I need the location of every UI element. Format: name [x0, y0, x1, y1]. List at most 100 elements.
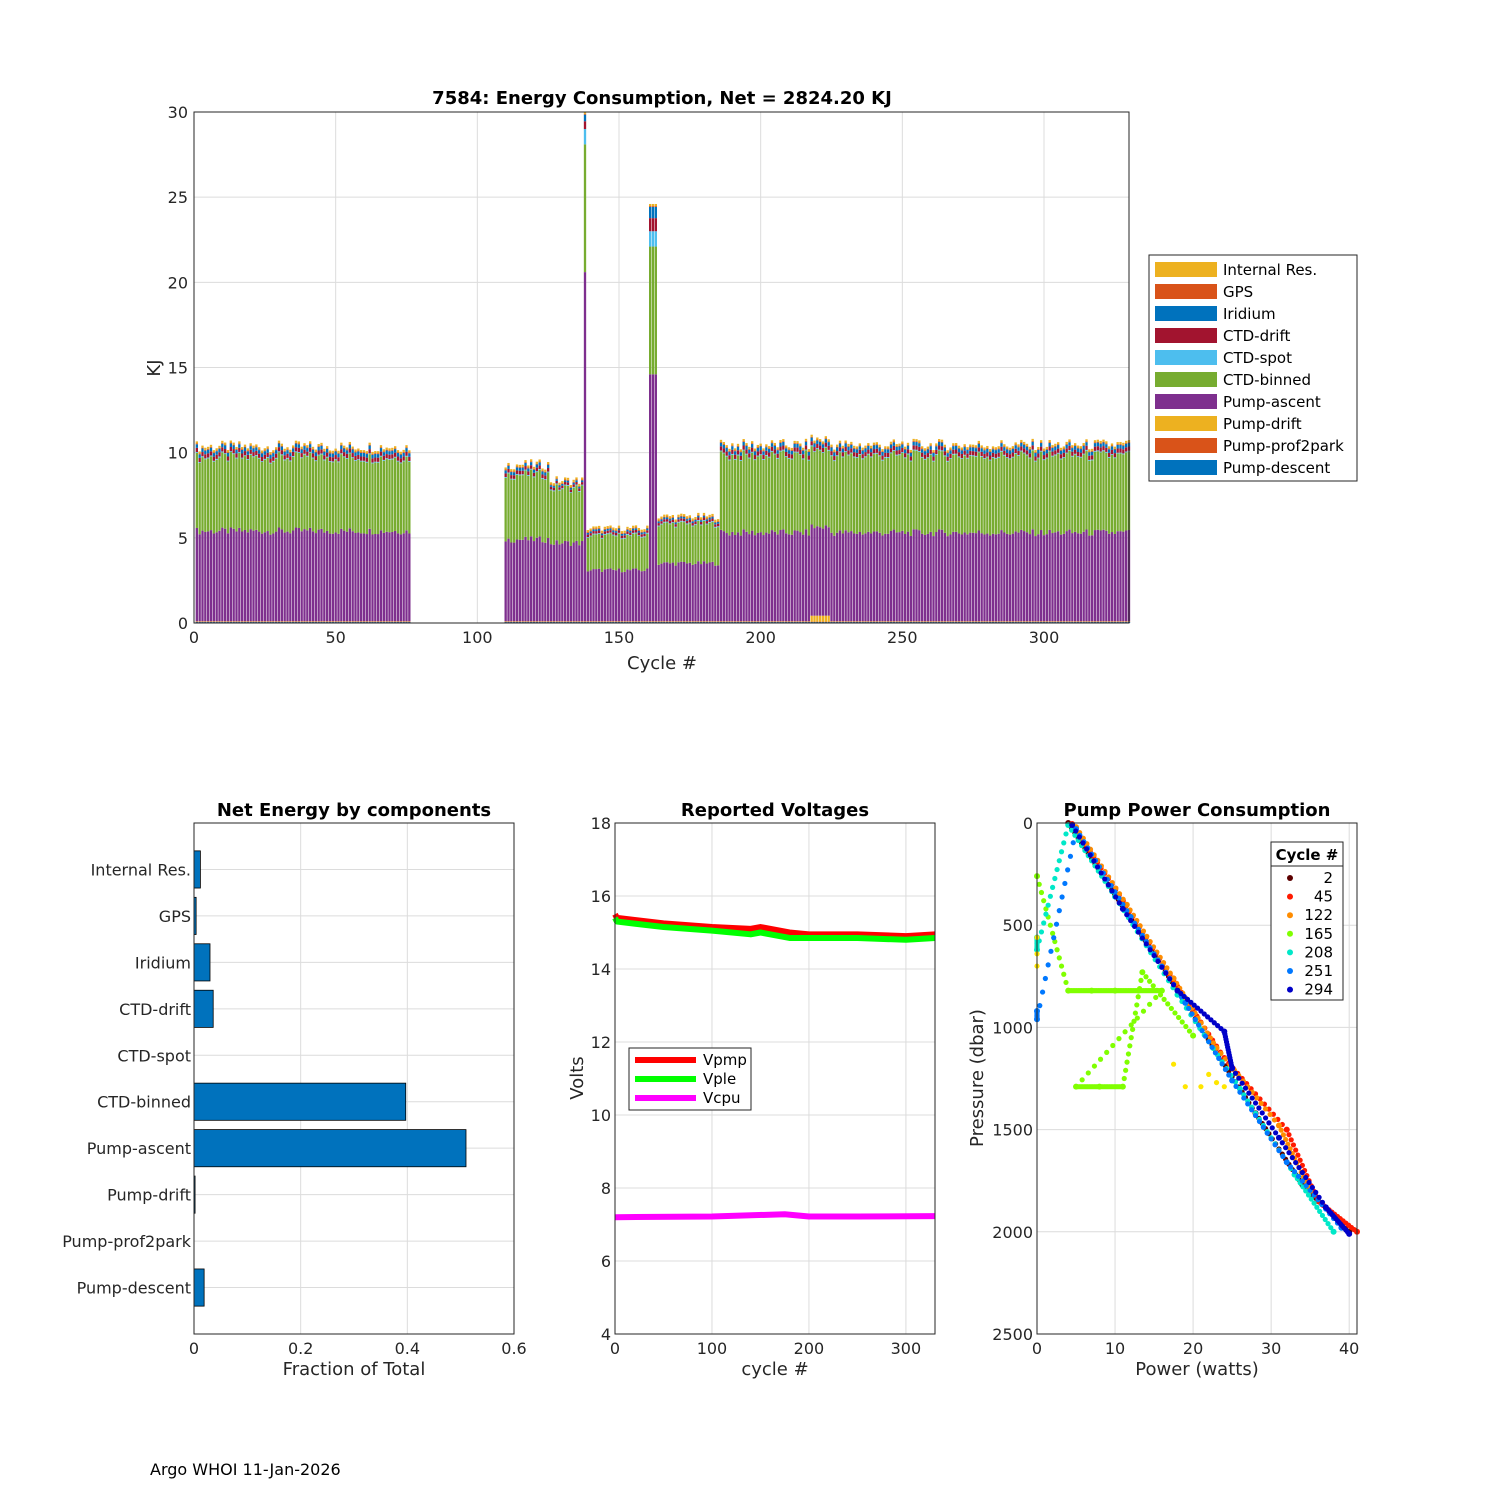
energy-bar-segment	[518, 621, 521, 623]
energy-bar-segment	[292, 530, 295, 622]
energy-bar-segment	[827, 441, 830, 443]
energy-bar-segment	[1042, 460, 1046, 536]
energy-bar-segment	[923, 451, 927, 455]
energy-bar-segment	[895, 455, 898, 533]
energy-bar-segment	[838, 452, 842, 531]
energy-bar-segment	[578, 490, 581, 492]
energy-bar-segment	[504, 621, 507, 623]
energy-bar-segment	[711, 561, 714, 622]
energy-bar-segment	[289, 460, 292, 462]
energy-bar-segment	[246, 621, 249, 622]
energy-bar-segment	[1003, 444, 1006, 447]
energy-bar-segment	[603, 569, 606, 622]
pump-point-cycle-294	[1159, 964, 1165, 970]
energy-bar-segment	[1028, 458, 1031, 535]
energy-bar-segment	[1028, 448, 1031, 450]
energy-bar-segment	[538, 536, 541, 622]
energy-bar-segment	[864, 447, 867, 449]
energy-bar-segment	[297, 441, 300, 444]
energy-bar-segment	[640, 536, 643, 538]
energy-bar-segment	[201, 530, 204, 622]
energy-bar-segment	[1000, 450, 1003, 452]
energy-bar-segment	[753, 448, 757, 451]
pump-point-cycle-294	[1236, 1075, 1242, 1081]
energy-bar-segment	[578, 485, 581, 487]
energy-bar-segment	[246, 458, 249, 460]
energy-bar-segment	[1088, 452, 1091, 456]
energy-bar-segment	[235, 446, 238, 449]
energy-bar-segment	[530, 621, 533, 623]
energy-bar-segment	[745, 445, 748, 450]
energy-bar-segment	[513, 471, 516, 473]
energy-bar-segment	[649, 231, 652, 247]
energy-bar-segment	[229, 621, 232, 623]
energy-bar-segment	[575, 485, 578, 541]
energy-bar-segment	[855, 448, 859, 450]
energy-bar-segment	[564, 480, 567, 483]
energy-bar-segment	[731, 453, 734, 455]
energy-bar-segment	[875, 442, 878, 445]
energy-bar-segment	[1020, 446, 1023, 451]
energy-bar-segment	[340, 449, 343, 454]
energy-bar-segment	[904, 448, 907, 450]
energy-bar-segment	[564, 540, 567, 622]
energy-bar-segment	[841, 447, 844, 449]
energy-bar-segment	[1014, 531, 1017, 622]
energy-bar-segment	[878, 621, 881, 623]
energy-bar-segment	[657, 621, 660, 623]
energy-bar-segment	[637, 530, 640, 531]
energy-bar-segment	[881, 621, 884, 623]
energy-bar-segment	[640, 534, 643, 537]
energy-bar-segment	[583, 272, 587, 622]
energy-bar-segment	[915, 439, 918, 442]
energy-bar-segment	[303, 621, 306, 623]
energy-bar-segment	[671, 514, 674, 518]
energy-bar-segment	[753, 621, 757, 623]
pump-point-cycle-45	[1283, 1126, 1290, 1133]
energy-bar-segment	[1045, 621, 1048, 622]
pump-point-cycle-122	[1283, 1136, 1289, 1143]
energy-bar-segment	[889, 621, 893, 623]
energy-bar-segment	[901, 444, 904, 448]
energy-bar-segment	[1057, 531, 1060, 622]
energy-bar-segment	[844, 621, 847, 623]
energy-bar-segment	[212, 456, 215, 461]
energy-bar-segment	[748, 458, 751, 535]
energy-bar-segment	[331, 533, 334, 622]
pump-legend-label: 45	[1314, 888, 1333, 906]
energy-bar-segment	[258, 621, 261, 623]
energy-bar-segment	[1037, 453, 1040, 458]
energy-bar-segment	[691, 518, 694, 521]
energy-bar-segment	[949, 458, 952, 459]
energy-bar-segment	[1110, 446, 1114, 450]
energy-bar-segment	[943, 444, 946, 447]
energy-bar-segment	[1000, 443, 1003, 447]
energy-bar-segment	[1006, 621, 1009, 623]
energy-bar-segment	[759, 621, 762, 623]
energy-bar-segment	[521, 467, 524, 471]
energy-bar-segment	[518, 464, 521, 467]
energy-bar-segment	[402, 461, 405, 534]
energy-bar-segment	[640, 571, 643, 622]
energy-bar-segment	[756, 621, 759, 622]
energy-bar-segment	[269, 621, 272, 622]
energy-bar-segment	[748, 621, 751, 622]
energy-bar-segment	[314, 621, 317, 623]
energy-bar-segment	[940, 441, 944, 443]
energy-bar-segment	[1014, 621, 1017, 623]
energy-bar-segment	[626, 569, 629, 622]
energy-bar-segment	[382, 449, 385, 452]
energy-bar-segment	[1065, 452, 1068, 454]
energy-bar-segment	[994, 447, 997, 450]
energy-bar-segment	[904, 621, 907, 622]
energy-bar-segment	[986, 452, 989, 457]
energy-bar-segment	[997, 448, 1000, 450]
energy-bar-segment	[700, 521, 703, 525]
energy-bar-segment	[841, 452, 844, 457]
energy-bar-segment	[538, 469, 541, 470]
energy-bar-segment	[946, 536, 949, 622]
energy-bar-segment	[1116, 452, 1119, 454]
energy-bar-segment	[629, 621, 632, 623]
energy-bar-segment	[674, 526, 677, 528]
